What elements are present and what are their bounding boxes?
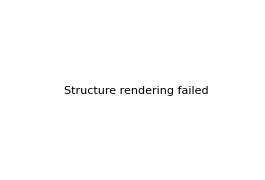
Text: Structure rendering failed: Structure rendering failed <box>64 86 208 96</box>
